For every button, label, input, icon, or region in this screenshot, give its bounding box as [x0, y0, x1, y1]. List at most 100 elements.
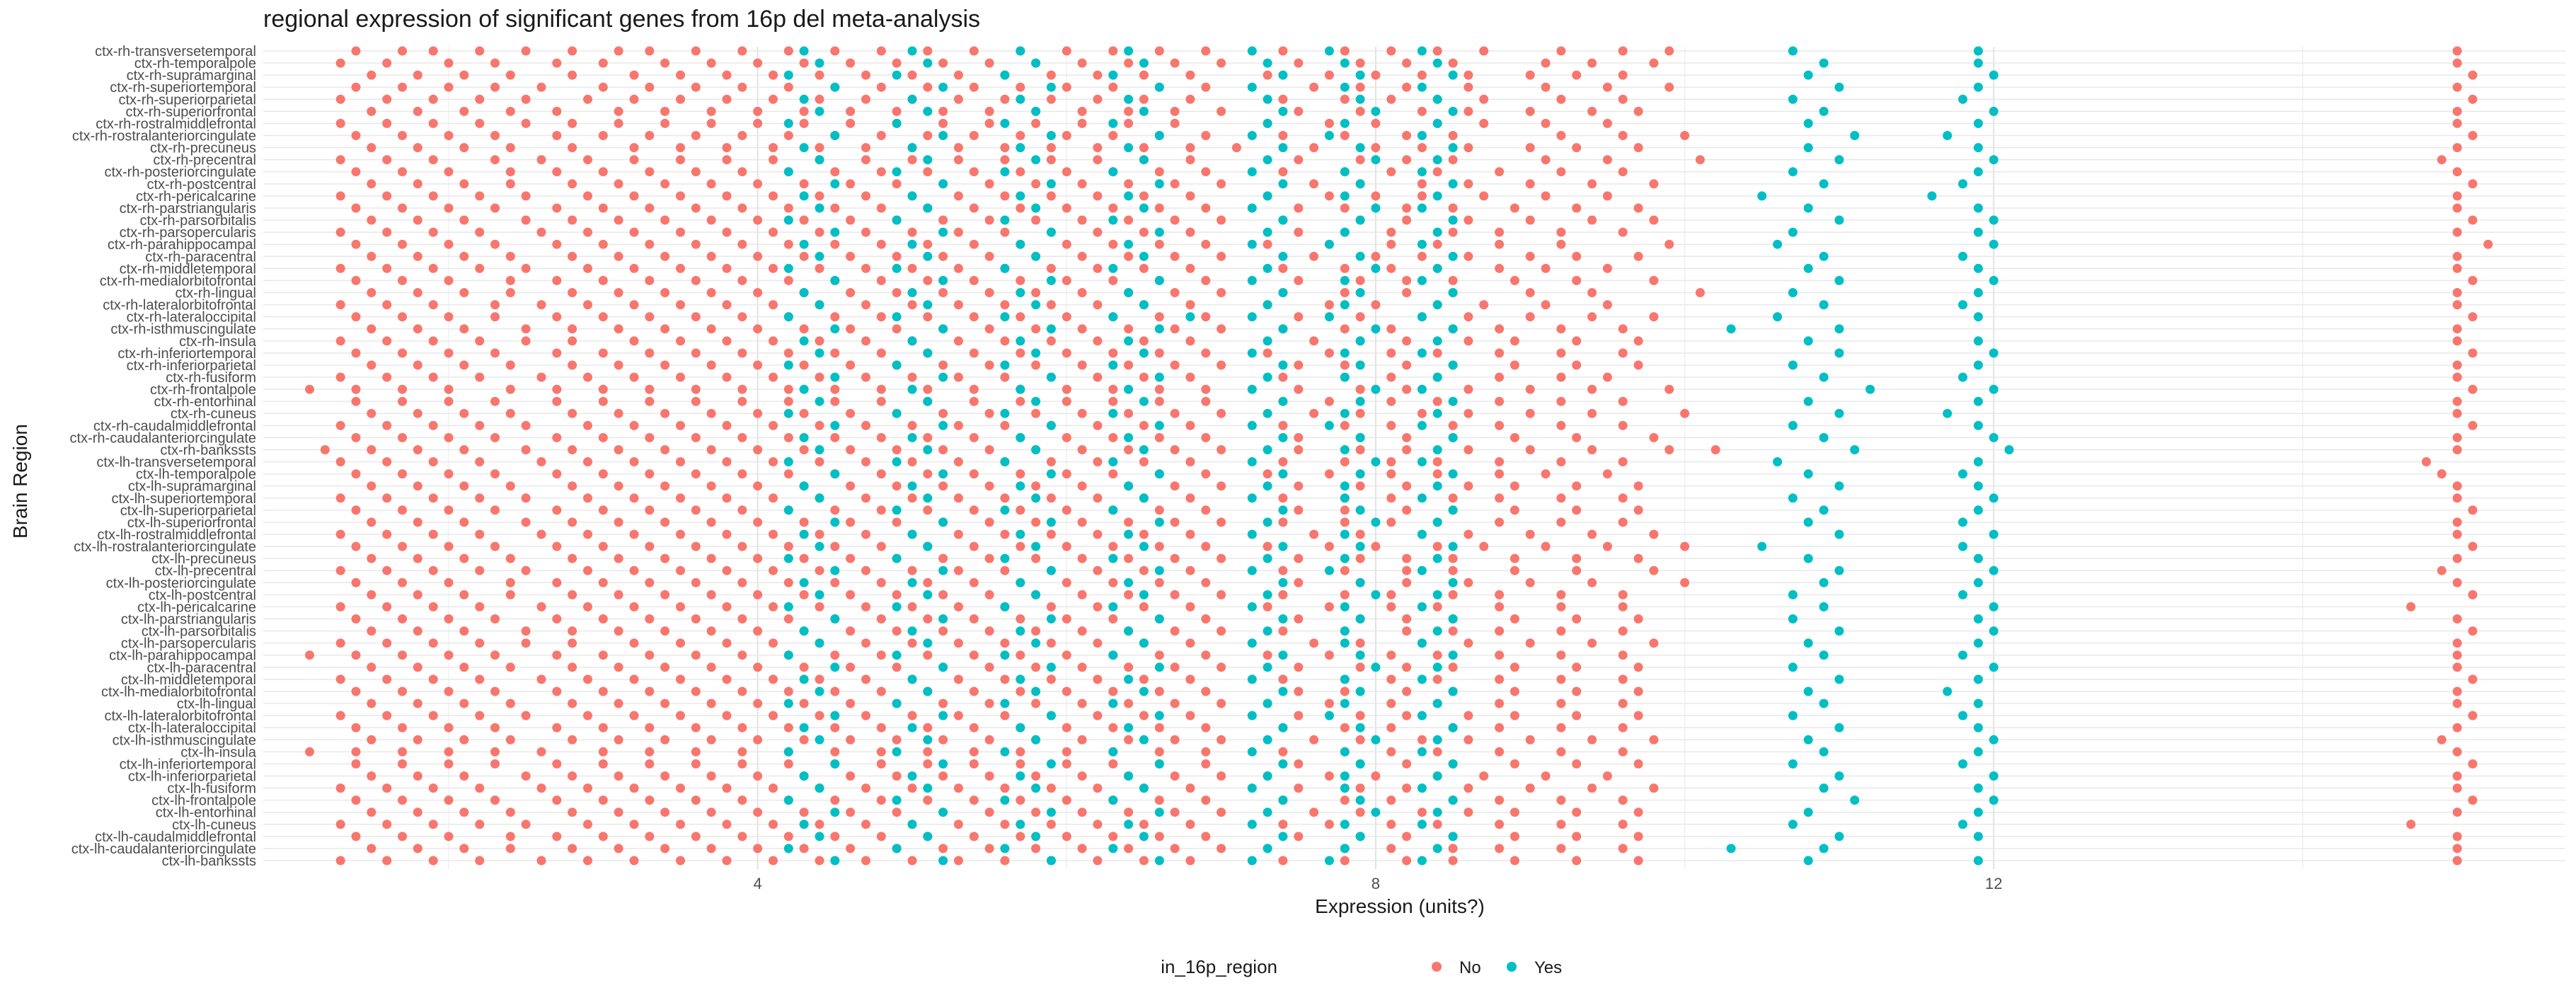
data-point-yes: [1973, 856, 1983, 866]
data-point-no: [923, 759, 933, 769]
data-point-yes: [1046, 275, 1056, 285]
data-point-no: [1016, 396, 1025, 406]
data-point-no: [490, 747, 500, 757]
data-point-no: [413, 699, 422, 708]
data-point-no: [645, 275, 655, 285]
data-point-yes: [1000, 699, 1010, 708]
data-point-no: [382, 457, 392, 466]
data-point-no: [413, 481, 422, 491]
data-point-no: [2452, 517, 2462, 527]
data-point-no: [1062, 46, 1071, 56]
data-point-no: [1170, 251, 1180, 261]
data-point-no: [413, 517, 422, 527]
data-point-no: [444, 686, 454, 696]
data-point-no: [351, 82, 361, 92]
data-point-no: [1402, 336, 1412, 346]
data-point-no: [1664, 239, 1674, 249]
data-point-no: [1000, 336, 1010, 346]
data-point-no: [1324, 602, 1334, 611]
y-tick-label: ctx-lh-lateralorbitofrontal: [104, 708, 256, 724]
data-point-no: [1031, 626, 1041, 636]
data-point-no: [1649, 638, 1659, 648]
data-point-no: [769, 856, 778, 866]
data-point-no: [505, 662, 515, 672]
data-point-no: [1355, 155, 1365, 165]
data-point-yes: [1432, 735, 1442, 745]
data-point-yes: [1973, 203, 1983, 213]
data-point-no: [737, 614, 747, 623]
data-point-no: [1386, 517, 1396, 527]
data-point-yes: [1108, 650, 1118, 660]
data-point-no: [1402, 203, 1412, 213]
data-point-yes: [1448, 614, 1458, 623]
data-point-no: [444, 614, 454, 623]
data-point-yes: [1324, 131, 1334, 140]
data-point-no: [1154, 312, 1164, 322]
data-point-no: [1355, 106, 1365, 116]
data-point-yes: [1834, 626, 1844, 636]
data-point-no: [1664, 82, 1674, 92]
data-point-yes: [1154, 324, 1164, 334]
data-point-no: [938, 288, 948, 297]
data-point-no: [1093, 457, 1103, 466]
data-point-no: [398, 759, 407, 769]
data-point-yes: [1139, 348, 1149, 358]
data-point-no: [923, 432, 933, 442]
data-point-no: [2452, 614, 2462, 623]
data-point-yes: [1834, 832, 1844, 841]
data-point-no: [815, 227, 824, 237]
data-point-no: [1077, 288, 1087, 297]
data-point-yes: [1139, 783, 1149, 793]
data-point-no: [676, 227, 685, 237]
data-point-yes: [1247, 420, 1257, 430]
data-point-no: [1124, 215, 1134, 225]
data-point-no: [1217, 324, 1226, 334]
data-point-yes: [1154, 179, 1164, 189]
data-point-no: [2437, 735, 2446, 745]
data-point-no: [953, 711, 963, 720]
data-point-no: [660, 179, 670, 189]
data-point-no: [568, 336, 577, 346]
data-point-no: [969, 832, 979, 841]
data-point-no: [1386, 844, 1396, 854]
data-point-no: [769, 674, 778, 684]
y-tick-label: ctx-lh-bankssts: [162, 854, 256, 869]
data-point-yes: [830, 856, 840, 866]
data-point-no: [1386, 263, 1396, 273]
data-point-no: [1448, 662, 1458, 672]
y-tick-label: ctx-lh-parahippocampal: [109, 648, 256, 664]
data-point-no: [398, 469, 407, 479]
y-tick-label: ctx-rh-lateralorbitofrontal: [103, 298, 256, 314]
data-point-yes: [1124, 626, 1134, 636]
data-point-no: [1046, 263, 1056, 273]
data-point-no: [799, 445, 809, 454]
data-point-no: [1000, 420, 1010, 430]
data-point-yes: [1108, 602, 1118, 611]
data-point-yes: [1340, 602, 1350, 611]
data-point-yes: [1989, 348, 1999, 358]
data-point-no: [1124, 517, 1134, 527]
data-point-no: [753, 360, 763, 370]
y-tick-labels: ctx-rh-transversetemporalctx-rh-temporal…: [70, 44, 257, 869]
data-point-no: [691, 384, 701, 394]
data-point-yes: [1046, 759, 1056, 769]
data-point-no: [1217, 735, 1226, 745]
data-point-yes: [1340, 445, 1350, 454]
data-point-no: [706, 590, 716, 599]
data-point-no: [1324, 469, 1334, 479]
data-point-yes: [783, 747, 793, 757]
data-point-no: [598, 832, 608, 841]
data-point-no: [1201, 131, 1211, 140]
data-point-yes: [1016, 771, 1025, 781]
data-point-no: [1510, 336, 1519, 346]
data-point-no: [1062, 469, 1071, 479]
data-point-no: [722, 457, 732, 466]
data-point-no: [629, 565, 639, 575]
data-point-no: [799, 735, 809, 745]
data-point-no: [1201, 46, 1211, 56]
data-point-no: [614, 590, 623, 599]
data-point-no: [923, 650, 933, 660]
data-point-no: [1572, 662, 1582, 672]
data-point-no: [1572, 565, 1582, 575]
data-point-yes: [1108, 70, 1118, 80]
